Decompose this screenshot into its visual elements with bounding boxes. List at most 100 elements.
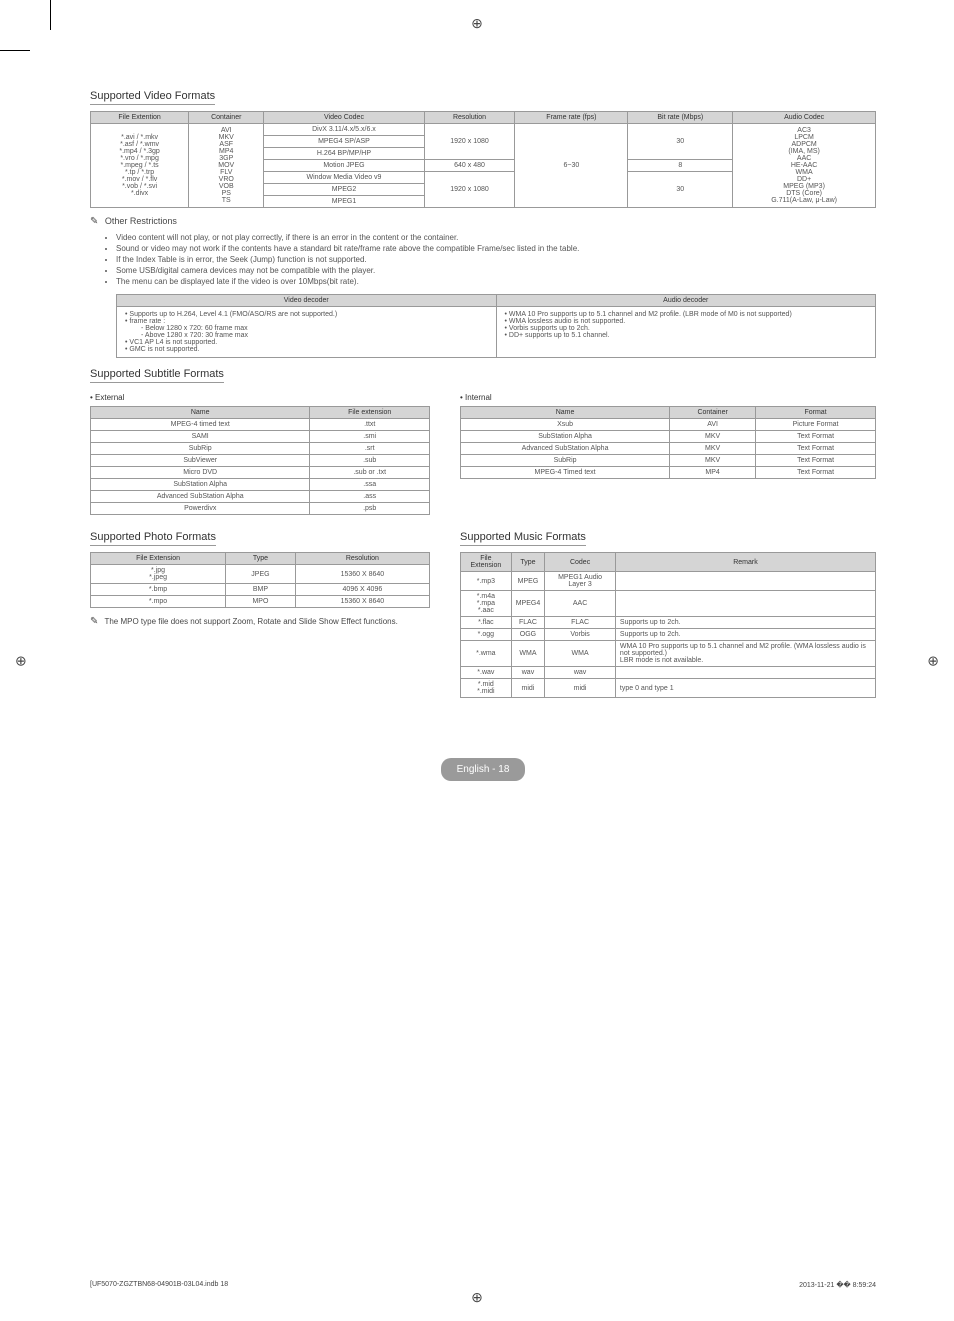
cell: Text Format xyxy=(756,443,876,455)
col-header: File Extention xyxy=(91,112,189,124)
restriction-list: Video content will not play, or not play… xyxy=(116,233,876,286)
cell: .srt xyxy=(310,443,430,455)
ad-item: Vorbis supports up to 2ch. xyxy=(509,325,590,332)
cell: MPEG-4 Timed text xyxy=(461,467,670,479)
cell: AAC xyxy=(545,591,616,617)
cell: Text Format xyxy=(756,467,876,479)
vd-item: - Below 1280 x 720: 60 frame max xyxy=(125,325,488,332)
note-icon xyxy=(90,216,102,226)
table-row: MPEG-4 timed text.ttxt xyxy=(91,419,430,431)
table-row: *.avi / *.mkv *.asf / *.wmv *.mp4 / *.3g… xyxy=(91,124,876,136)
table-row: *.wavwavwav xyxy=(461,667,876,679)
cell: MP4 xyxy=(670,467,756,479)
cell: WMA 10 Pro supports up to 5.1 channel an… xyxy=(615,641,875,667)
external-label: • External xyxy=(90,393,430,402)
cell: AVI xyxy=(670,419,756,431)
cell: midi xyxy=(511,679,545,698)
table-row: Powerdivx.psb xyxy=(91,503,430,515)
cell: 8 xyxy=(628,160,733,172)
timestamp: 2013-11-21 �� 8:59:24 xyxy=(799,1281,876,1289)
table-row: MPEG-4 Timed textMP4Text Format xyxy=(461,467,876,479)
cell: Window Media Video v9 xyxy=(264,172,424,184)
col-header: Name xyxy=(461,407,670,419)
doc-id: [UF5070-ZGZTBN68-04901B-03L04.indb 18 xyxy=(90,1281,228,1289)
list-item: Some USB/digital camera devices may not … xyxy=(116,266,876,275)
cell: SAMI xyxy=(91,431,310,443)
table-row: SubRipMKVText Format xyxy=(461,455,876,467)
cell: Advanced SubStation Alpha xyxy=(461,443,670,455)
table-row: *.wmaWMAWMAWMA 10 Pro supports up to 5.1… xyxy=(461,641,876,667)
table-row: SubViewer.sub xyxy=(91,455,430,467)
cell: Advanced SubStation Alpha xyxy=(91,491,310,503)
cell: *.avi / *.mkv *.asf / *.wmv *.mp4 / *.3g… xyxy=(91,124,189,208)
table-header-row: File Extension Type Codec Remark xyxy=(461,553,876,572)
cell: SubRip xyxy=(461,455,670,467)
col-header: Type xyxy=(511,553,545,572)
external-subtitle-table: Name File extension MPEG-4 timed text.tt… xyxy=(90,406,430,515)
cell: .ttxt xyxy=(310,419,430,431)
cell: 6~30 xyxy=(515,124,628,208)
cell: H.264 BP/MP/HP xyxy=(264,148,424,160)
table-row: *.mid *.midimidimiditype 0 and type 1 xyxy=(461,679,876,698)
table-row: SubStation AlphaMKVText Format xyxy=(461,431,876,443)
cell: Vorbis xyxy=(545,629,616,641)
list-item: The menu can be displayed late if the vi… xyxy=(116,277,876,286)
list-item: If the Index Table is in error, the Seek… xyxy=(116,255,876,264)
col-header: Name xyxy=(91,407,310,419)
col-header: Video decoder xyxy=(117,295,497,307)
cell: AVI MKV ASF MP4 3GP MOV FLV VRO VOB PS T… xyxy=(189,124,264,208)
cell: *.wma xyxy=(461,641,512,667)
cell: *.bmp xyxy=(91,584,226,596)
cell: MPEG4 xyxy=(511,591,545,617)
internal-subtitle-col: • Internal Name Container Format XsubAVI… xyxy=(460,389,876,515)
cell: *.mp3 xyxy=(461,572,512,591)
table-row: *.jpg *.jpegJPEG15360 X 8640 xyxy=(91,565,430,584)
photo-section: Supported Photo Formats File Extension T… xyxy=(90,531,430,698)
table-row: XsubAVIPicture Format xyxy=(461,419,876,431)
print-footer: [UF5070-ZGZTBN68-04901B-03L04.indb 18 20… xyxy=(90,1281,876,1289)
cell: *.jpg *.jpeg xyxy=(91,565,226,584)
cell: WMA xyxy=(511,641,545,667)
table-header-row: File Extension Type Resolution xyxy=(91,553,430,565)
cell: *.m4a *.mpa *.aac xyxy=(461,591,512,617)
table-row: SubStation Alpha.ssa xyxy=(91,479,430,491)
cell: 640 x 480 xyxy=(424,160,515,172)
col-header: Video Codec xyxy=(264,112,424,124)
page-content: Supported Video Formats File Extention C… xyxy=(0,0,954,821)
col-header: File extension xyxy=(310,407,430,419)
cell: MKV xyxy=(670,431,756,443)
cell: SubRip xyxy=(91,443,310,455)
audio-decoder-cell: • WMA 10 Pro supports up to 5.1 channel … xyxy=(496,307,876,358)
cell: MPEG2 xyxy=(264,184,424,196)
cell: JPEG xyxy=(226,565,296,584)
page-footer: English - 18 xyxy=(90,758,876,781)
cell: midi xyxy=(545,679,616,698)
cell: *.wav xyxy=(461,667,512,679)
cell: WMA xyxy=(545,641,616,667)
cell: 30 xyxy=(628,172,733,208)
col-header: Frame rate (fps) xyxy=(515,112,628,124)
cell xyxy=(615,572,875,591)
music-table: File Extension Type Codec Remark *.mp3MP… xyxy=(460,552,876,698)
table-row: Advanced SubStation Alpha.ass xyxy=(91,491,430,503)
table-header-row: Video decoder Audio decoder xyxy=(117,295,876,307)
cell: Text Format xyxy=(756,455,876,467)
col-header: Container xyxy=(189,112,264,124)
cell: *.ogg xyxy=(461,629,512,641)
table-header-row: Name Container Format xyxy=(461,407,876,419)
ad-item: DD+ supports up to 5.1 channel. xyxy=(509,332,610,339)
col-header: Format xyxy=(756,407,876,419)
cell: BMP xyxy=(226,584,296,596)
cell: .sub or .txt xyxy=(310,467,430,479)
cell: SubViewer xyxy=(91,455,310,467)
col-header: Remark xyxy=(615,553,875,572)
cell: .psb xyxy=(310,503,430,515)
note-icon xyxy=(90,617,102,626)
cell: Micro DVD xyxy=(91,467,310,479)
section-heading: Supported Music Formats xyxy=(460,531,586,546)
cell xyxy=(615,591,875,617)
cell: MPEG1 Audio Layer 3 xyxy=(545,572,616,591)
registration-mark-bottom: ⊕ xyxy=(471,1289,483,1306)
vd-item: Supports up to H.264, Level 4.1 (FMO/ASO… xyxy=(129,311,337,318)
cell: AC3 LPCM ADPCM (IMA, MS) AAC HE-AAC WMA … xyxy=(733,124,876,208)
